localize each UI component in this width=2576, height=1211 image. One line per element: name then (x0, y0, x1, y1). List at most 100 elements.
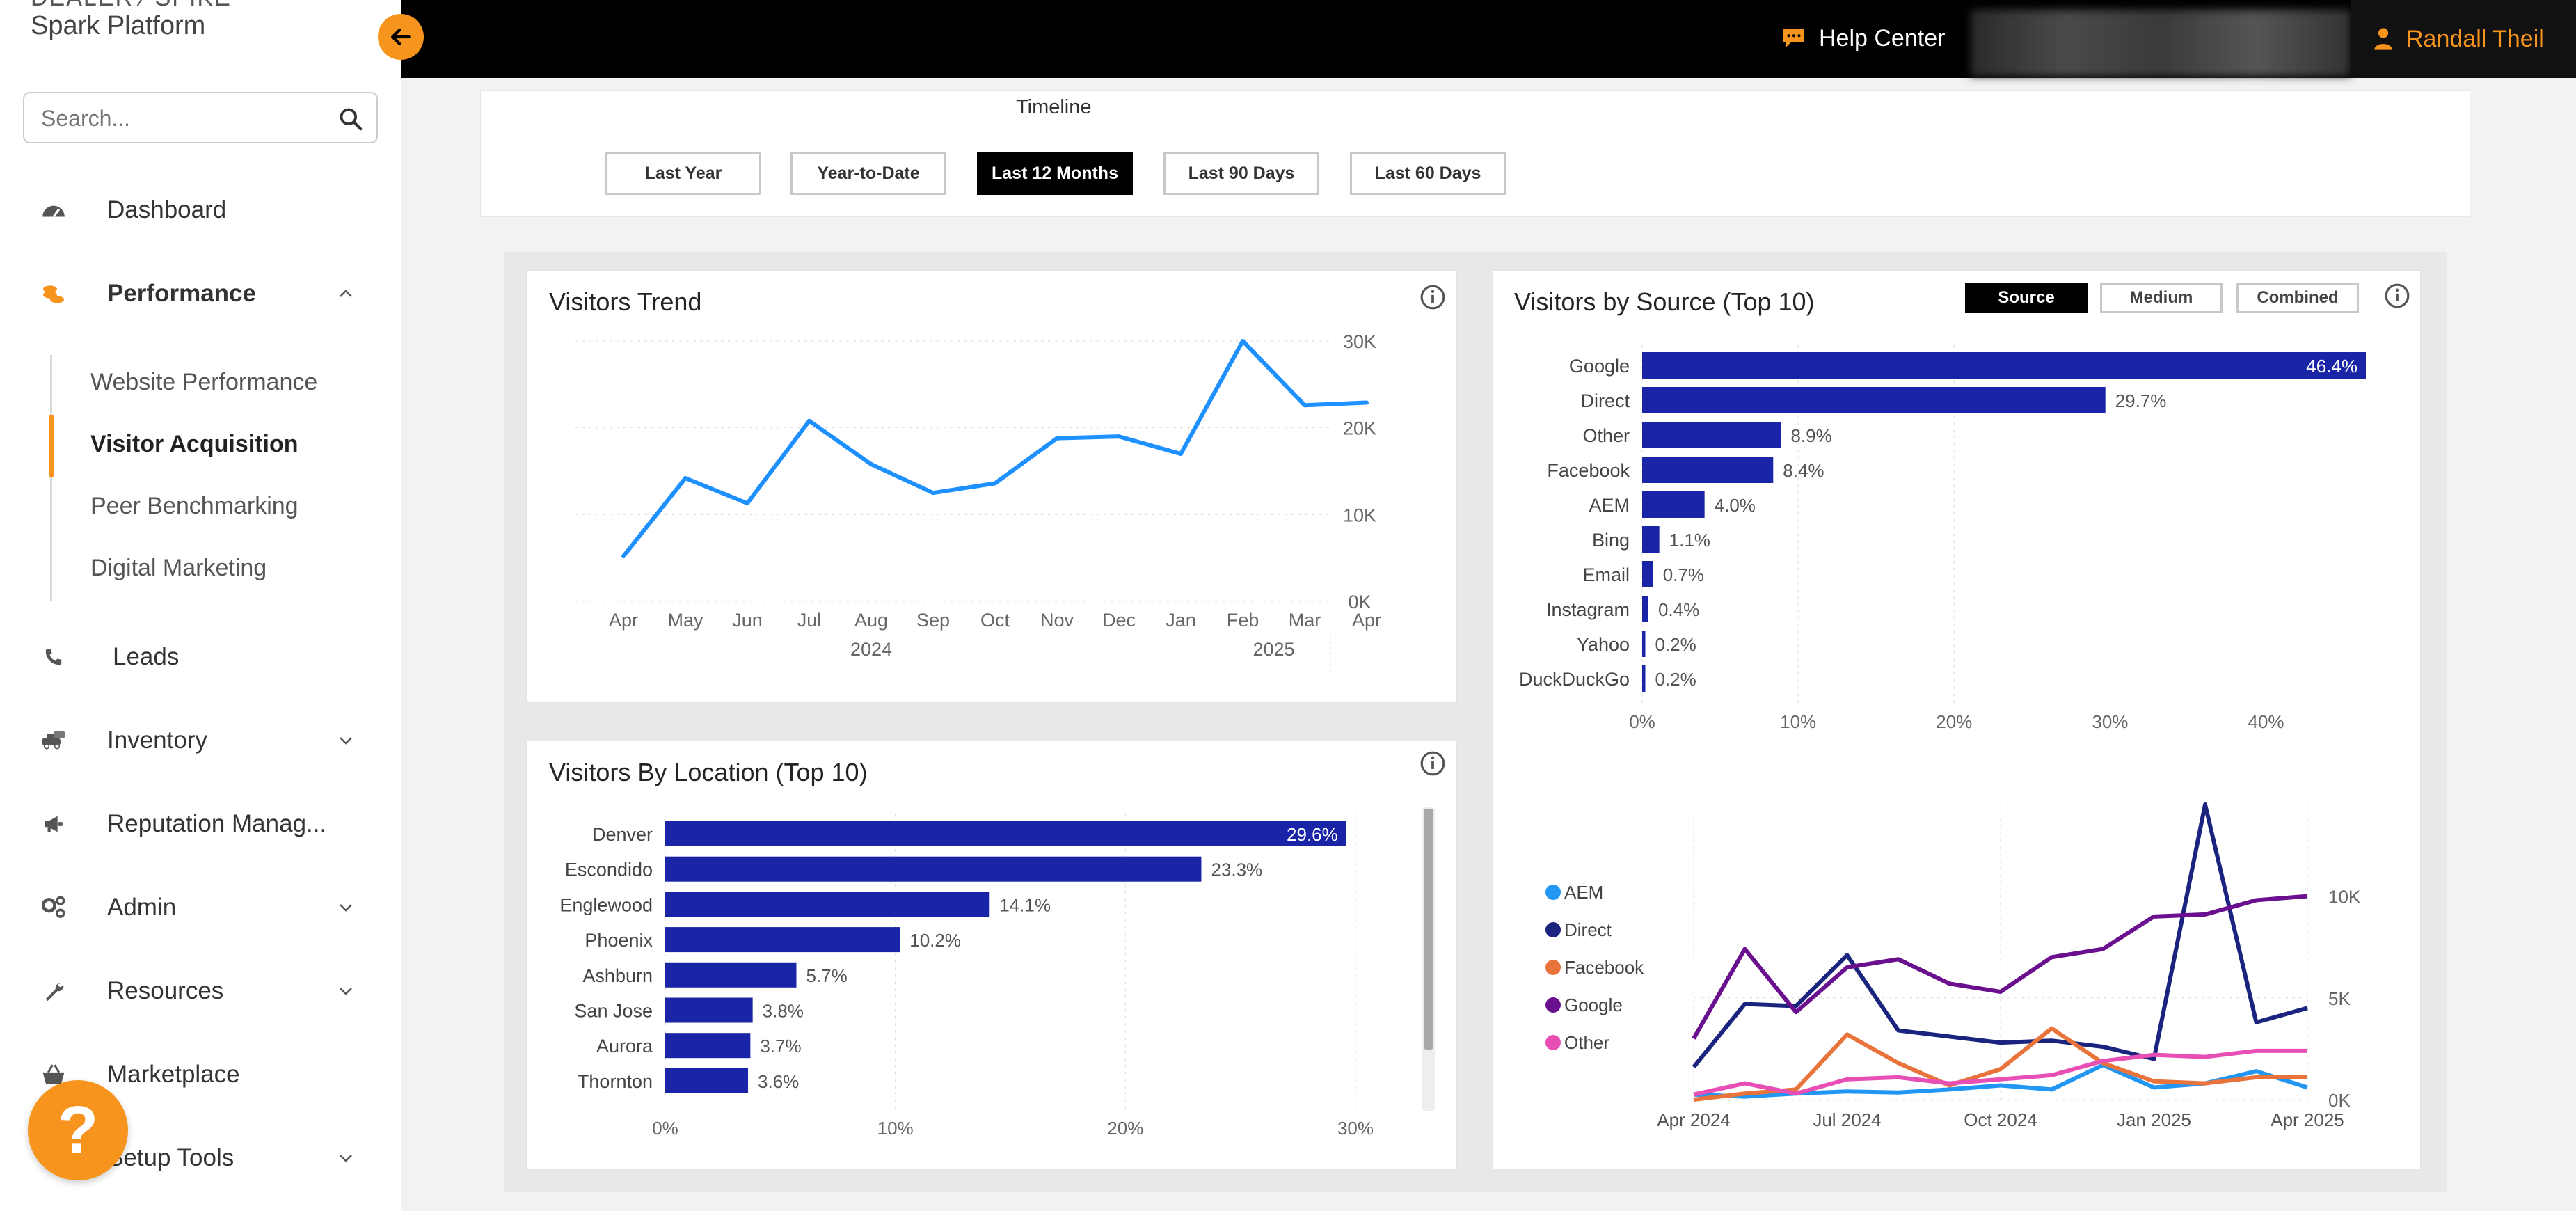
data-label: 10.2% (909, 930, 961, 951)
search-input[interactable] (41, 104, 333, 132)
data-point (931, 491, 935, 496)
visitors-by-source-trend-chart: 0K 5K 10K Apr 2024 Jul 2024 Oct 2024 Jan 2025 A… (1545, 802, 2361, 1130)
x-tick-label: Apr (609, 610, 638, 631)
category-label: San Jose (574, 1001, 653, 1022)
category-label: Other (1582, 425, 1630, 446)
x-tick-label: Apr (1352, 610, 1381, 631)
redacted-dealer-selector[interactable] (1971, 10, 2351, 77)
megaphone-icon (38, 809, 69, 839)
bar (1642, 352, 2366, 379)
sidebar-item-label: Resources (107, 977, 224, 1004)
bar (1642, 457, 1774, 483)
bar (665, 997, 753, 1023)
legend-marker (1545, 960, 1561, 975)
brand-name: Spark Platform (31, 11, 206, 40)
source-toggle-source[interactable]: Source (1965, 283, 2088, 313)
collapse-sidebar-button[interactable] (378, 14, 424, 60)
source-toggle-medium[interactable]: Medium (2100, 283, 2223, 313)
sidebar-item-resources[interactable]: Resources (0, 963, 401, 1019)
timeline-title: Timeline (1016, 96, 1092, 118)
help-center-link[interactable]: Help Center (1781, 21, 1945, 56)
bar (665, 927, 900, 953)
location-scrollbar-track[interactable] (1422, 807, 1435, 1111)
visitors-by-source-chart: 0% 10% 20% 30% 40% Google 46.4% Direct 29.7% Othe… (1519, 345, 2366, 732)
x-tick-label: Feb (1227, 610, 1259, 631)
sidebar-item-inventory[interactable]: Inventory (0, 713, 401, 768)
x-tick-label: 0% (1629, 711, 1655, 732)
data-label: 8.4% (1783, 460, 1824, 481)
legend-label: Other (1564, 1032, 1609, 1053)
sidebar-item-label: Dashboard (107, 196, 227, 223)
source-toggle-combined[interactable]: Combined (2236, 283, 2359, 313)
x-tick-label: 0% (652, 1118, 678, 1139)
timeline-button-last-90-days[interactable]: Last 90 Days (1163, 152, 1319, 195)
search-icon[interactable] (337, 106, 364, 132)
sidebar-item-marketplace[interactable]: Marketplace (0, 1047, 401, 1102)
sidebar-item-performance[interactable]: Performance (0, 266, 401, 322)
sidebar-item-label: Performance (107, 280, 256, 307)
timeline-button-last-60-days[interactable]: Last 60 Days (1350, 152, 1506, 195)
sidebar-item-admin[interactable]: Admin (0, 880, 401, 935)
bar (1642, 561, 1653, 587)
info-icon[interactable] (1420, 750, 1446, 777)
user-menu[interactable]: Randall Theil (2351, 0, 2576, 78)
x-tick-label: Jan 2025 (2117, 1109, 2191, 1130)
brand-logo-text: DEALER ⁄ SPIKE (31, 0, 232, 12)
sidebar-item-label: Marketplace (107, 1061, 240, 1088)
bar (1642, 665, 1646, 692)
data-point (807, 418, 811, 423)
wrench-icon (38, 976, 69, 1006)
category-label: Aurora (596, 1036, 653, 1056)
timeline-button-last-12-months[interactable]: Last 12 Months (977, 152, 1133, 195)
bar (665, 1068, 749, 1093)
data-label: 0.2% (1655, 669, 1696, 690)
sidebar-item-dashboard[interactable]: Dashboard (0, 182, 401, 238)
data-label: 0.7% (1663, 564, 1704, 585)
category-label: AEM (1589, 495, 1630, 516)
sidebar-item-leads[interactable]: Leads (0, 629, 401, 685)
category-label: Email (1582, 564, 1630, 585)
location-scrollbar-thumb[interactable] (1424, 809, 1433, 1050)
sidebar-subitem-website-performance[interactable]: Website Performance (90, 369, 318, 395)
x-tick-label: Jan (1166, 610, 1196, 631)
data-label: 0.4% (1658, 599, 1699, 620)
series-line-direct (1692, 802, 2308, 1069)
data-label: 29.6% (1287, 824, 1338, 845)
chevron-down-icon (335, 897, 356, 918)
visitors-by-location-chart: 0% 10% 20% 30% Denver 29.6% Escondido 23.3% Engl… (559, 814, 1374, 1139)
sidebar-item-setup-tools[interactable]: Setup Tools (0, 1130, 401, 1186)
category-label: Thornton (578, 1071, 653, 1092)
data-point (683, 475, 687, 480)
data-point (621, 554, 626, 559)
user-icon (2374, 28, 2392, 50)
x-tick-label: 20% (1936, 711, 1972, 732)
data-label: 23.3% (1211, 860, 1262, 880)
timeline-button-last-year[interactable]: Last Year (605, 152, 761, 195)
sidebar-subitem-digital-marketing[interactable]: Digital Marketing (90, 555, 267, 581)
help-fab-button[interactable]: ? (28, 1080, 128, 1180)
info-icon[interactable] (2384, 283, 2410, 309)
category-label: Facebook (1547, 460, 1630, 481)
chat-bubble-icon (1783, 29, 1804, 48)
x-tick-label: Jul (797, 610, 822, 631)
series-line-google (1692, 894, 2308, 1040)
series-line-facebook (1693, 1026, 2307, 1102)
phone-icon (38, 642, 69, 672)
sidebar-subitem-peer-benchmarking[interactable]: Peer Benchmarking (90, 493, 299, 519)
data-label: 3.7% (760, 1036, 801, 1056)
x-tick-label: Nov (1040, 610, 1074, 631)
legend-label: AEM (1564, 882, 1603, 903)
x-tick-label: 30% (2092, 711, 2128, 732)
x-tick-label: Apr 2024 (1657, 1109, 1731, 1130)
bar (1642, 422, 1781, 448)
sidebar-item-label: Reputation Manag... (107, 810, 327, 837)
y-tick-label: 5K (2328, 988, 2351, 1009)
sidebar-subitem-visitor-acquisition[interactable]: Visitor Acquisition (90, 431, 299, 457)
basket-icon (38, 1059, 69, 1090)
y-tick-label: 20K (1343, 418, 1376, 439)
submenu-active-indicator (49, 415, 54, 477)
timeline-button-year-to-date[interactable]: Year-to-Date (790, 152, 946, 195)
info-icon[interactable] (1420, 284, 1446, 310)
series-line-other (1693, 1048, 2307, 1097)
sidebar-item-reputation[interactable]: Reputation Manag... (0, 796, 401, 852)
